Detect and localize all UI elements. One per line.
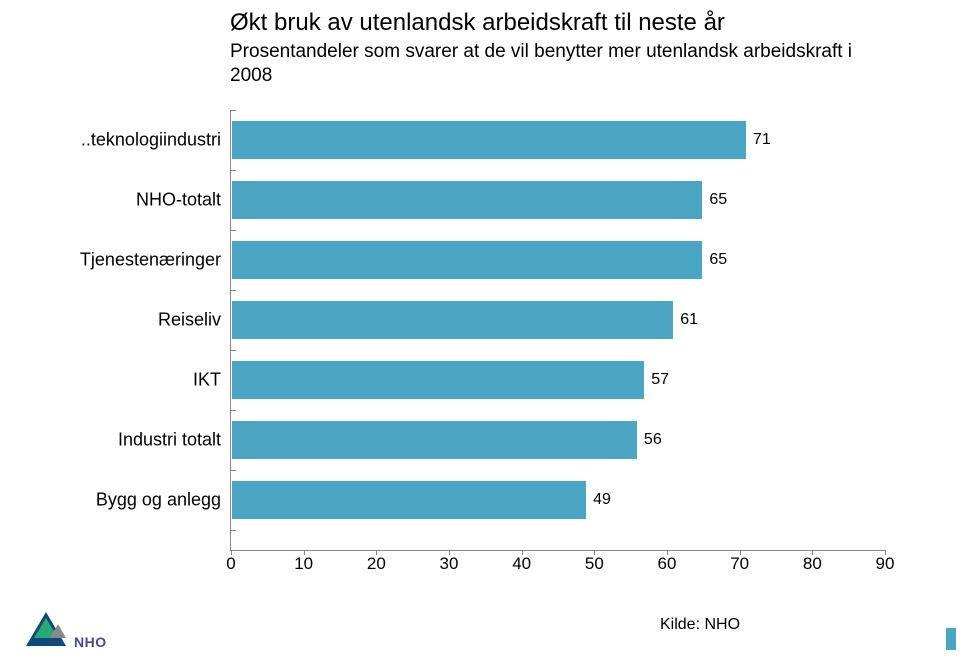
y-minor-tick xyxy=(231,470,236,471)
bar xyxy=(231,300,674,340)
y-minor-tick xyxy=(231,350,236,351)
bar-value-label: 71 xyxy=(753,131,771,149)
y-category-label: Bygg og anlegg xyxy=(96,490,221,511)
bar-value-label: 49 xyxy=(593,491,611,509)
x-tick-label: 30 xyxy=(440,554,459,574)
y-category-label: Industri totalt xyxy=(118,430,221,451)
title-block: Økt bruk av utenlandsk arbeidskraft til … xyxy=(230,8,890,88)
x-tick-label: 40 xyxy=(512,554,531,574)
y-category-label: Reiseliv xyxy=(158,310,221,331)
x-tick-label: 90 xyxy=(876,554,895,574)
x-tick-label: 80 xyxy=(803,554,822,574)
y-minor-tick xyxy=(231,290,236,291)
bar xyxy=(231,180,703,220)
page-marker-icon xyxy=(946,628,956,650)
x-tick-label: 0 xyxy=(226,554,235,574)
y-category-label: Tjenestenæringer xyxy=(80,250,221,271)
x-tick-label: 60 xyxy=(658,554,677,574)
y-minor-tick xyxy=(231,230,236,231)
bar-value-label: 65 xyxy=(709,251,727,269)
bar-value-label: 56 xyxy=(644,431,662,449)
nho-logo-text: NHO xyxy=(74,634,107,650)
bar xyxy=(231,120,747,160)
bar xyxy=(231,420,638,460)
y-minor-tick xyxy=(231,530,236,531)
plot-region: 0102030405060708090..teknologiindustri71… xyxy=(230,110,885,551)
y-category-label: NHO-totalt xyxy=(136,190,221,211)
y-minor-tick xyxy=(231,110,236,111)
bar xyxy=(231,360,645,400)
y-minor-tick xyxy=(231,170,236,171)
y-category-label: IKT xyxy=(193,370,221,391)
bar-value-label: 61 xyxy=(680,311,698,329)
x-tick-label: 20 xyxy=(367,554,386,574)
bar-value-label: 57 xyxy=(651,371,669,389)
chart-area: 0102030405060708090..teknologiindustri71… xyxy=(64,110,884,580)
y-category-label: ..teknologiindustri xyxy=(81,130,221,151)
bar xyxy=(231,240,703,280)
nho-logo: NHO xyxy=(22,608,102,656)
source-text: Kilde: NHO xyxy=(660,616,740,634)
chart-subtitle: Prosentandeler som svarer at de vil beny… xyxy=(230,40,890,88)
bar-value-label: 65 xyxy=(709,191,727,209)
bar xyxy=(231,480,587,520)
x-tick-label: 70 xyxy=(730,554,749,574)
x-tick-label: 50 xyxy=(585,554,604,574)
y-minor-tick xyxy=(231,410,236,411)
page: Økt bruk av utenlandsk arbeidskraft til … xyxy=(0,0,960,666)
x-tick-label: 10 xyxy=(294,554,313,574)
chart-title: Økt bruk av utenlandsk arbeidskraft til … xyxy=(230,8,890,38)
